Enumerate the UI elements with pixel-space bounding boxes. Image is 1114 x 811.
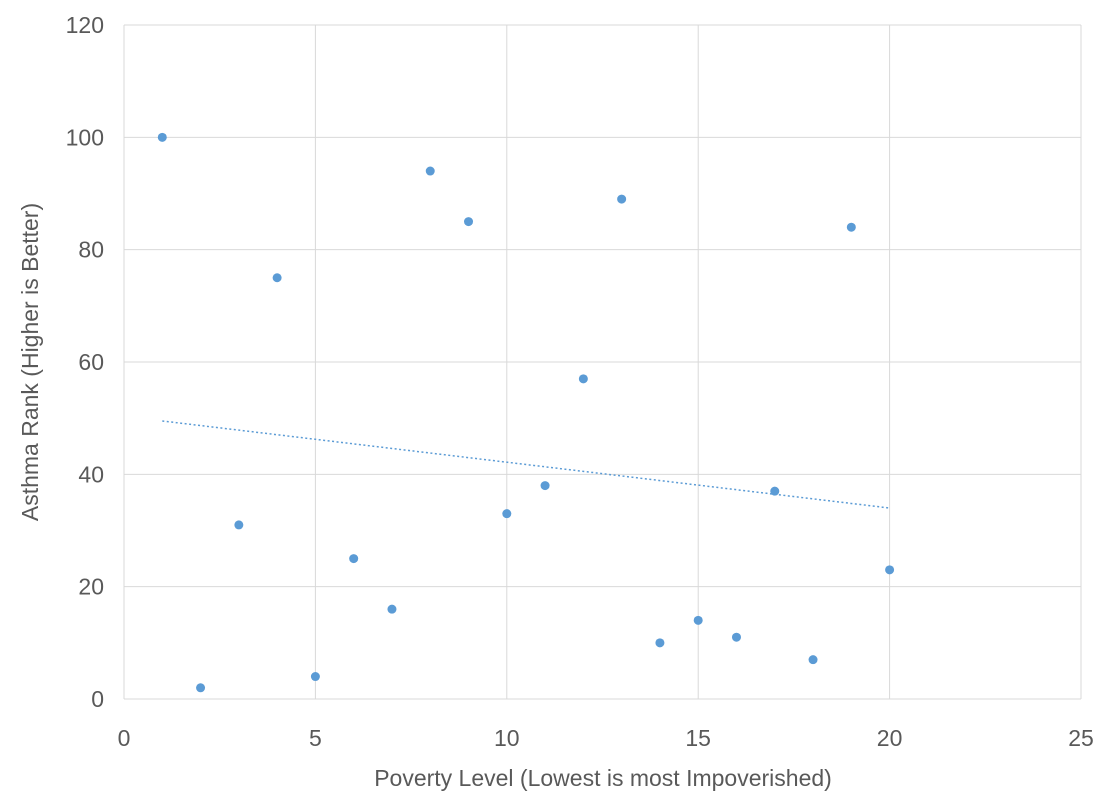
y-axis-title: Asthma Rank (Higher is Better) <box>17 203 43 521</box>
y-tick-label-0: 0 <box>91 686 104 712</box>
data-point-14 <box>655 638 665 648</box>
data-point-11 <box>540 481 550 491</box>
data-point-2 <box>196 683 206 693</box>
y-tick-label-2: 40 <box>78 461 104 487</box>
gridlines <box>123 24 1082 700</box>
x-axis-ticks: 0 5 10 15 20 25 <box>118 725 1094 751</box>
data-point-4 <box>272 273 282 283</box>
data-points <box>157 132 895 693</box>
linear-trendline <box>162 420 890 509</box>
x-tick-label-5: 25 <box>1068 725 1094 751</box>
data-point-8 <box>425 166 435 176</box>
x-tick-label-1: 5 <box>309 725 322 751</box>
data-point-12 <box>578 374 588 384</box>
x-axis-title: Poverty Level (Lowest is most Impoverish… <box>374 765 832 791</box>
data-point-19 <box>846 222 856 232</box>
data-point-20 <box>885 565 895 575</box>
data-point-10 <box>502 509 512 519</box>
data-point-7 <box>387 604 397 614</box>
data-point-1 <box>157 132 167 142</box>
data-point-18 <box>808 655 818 665</box>
data-point-15 <box>693 615 703 625</box>
y-tick-label-1: 20 <box>78 574 104 600</box>
x-tick-label-3: 15 <box>685 725 711 751</box>
y-tick-label-4: 80 <box>78 237 104 263</box>
x-tick-label-4: 20 <box>877 725 903 751</box>
x-tick-label-0: 0 <box>118 725 131 751</box>
y-tick-label-3: 60 <box>78 349 104 375</box>
y-tick-label-5: 100 <box>66 124 104 150</box>
data-point-6 <box>349 554 359 564</box>
data-point-16 <box>731 632 741 642</box>
data-point-13 <box>617 194 627 204</box>
x-tick-label-2: 10 <box>494 725 520 751</box>
trendline-group <box>162 420 890 509</box>
data-point-9 <box>464 217 474 227</box>
data-point-3 <box>234 520 244 530</box>
y-axis-ticks: 0 20 40 60 80 100 120 <box>66 12 104 712</box>
y-tick-label-6: 120 <box>66 12 104 38</box>
data-point-17 <box>770 486 780 496</box>
data-point-5 <box>310 672 320 682</box>
